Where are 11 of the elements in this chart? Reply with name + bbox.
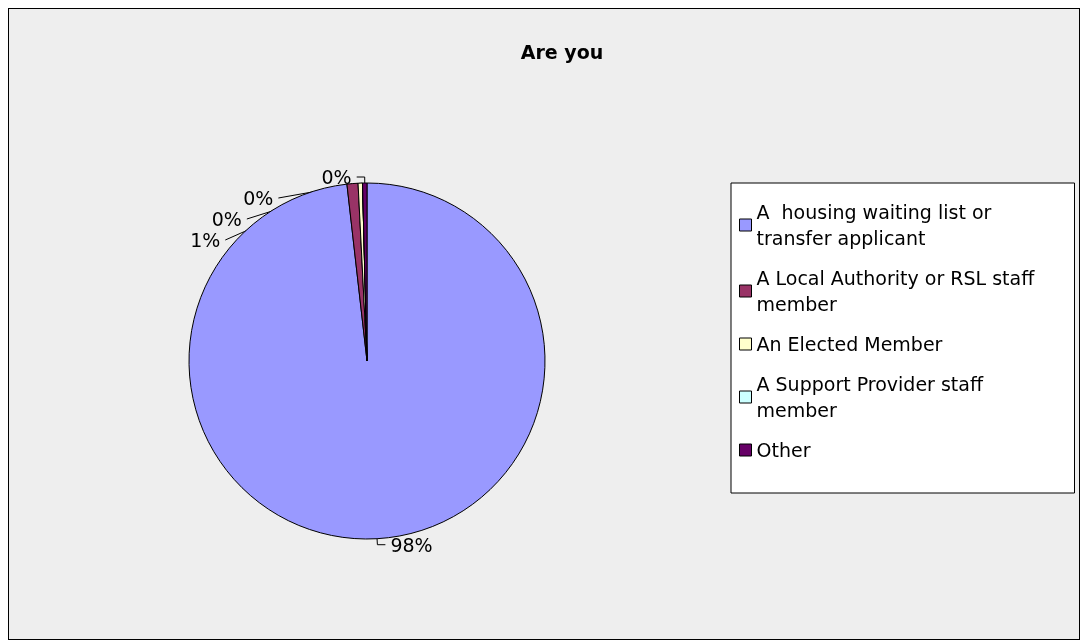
legend-label: An Elected Member: [756, 333, 943, 355]
chart-title: Are you: [520, 40, 604, 63]
legend-label: A Support Provider staff member: [756, 373, 990, 421]
data-label: 0%: [211, 208, 242, 231]
legend-label: A Local Authority or RSL staff member: [756, 267, 1041, 315]
data-label: 98%: [390, 533, 433, 556]
data-label: 1%: [190, 229, 221, 252]
legend-label: A housing waiting list or transfer applicant: [756, 201, 998, 249]
text: 0%: [243, 187, 274, 210]
data-label: 0%: [321, 166, 352, 189]
legend-label: Other: [756, 439, 811, 461]
